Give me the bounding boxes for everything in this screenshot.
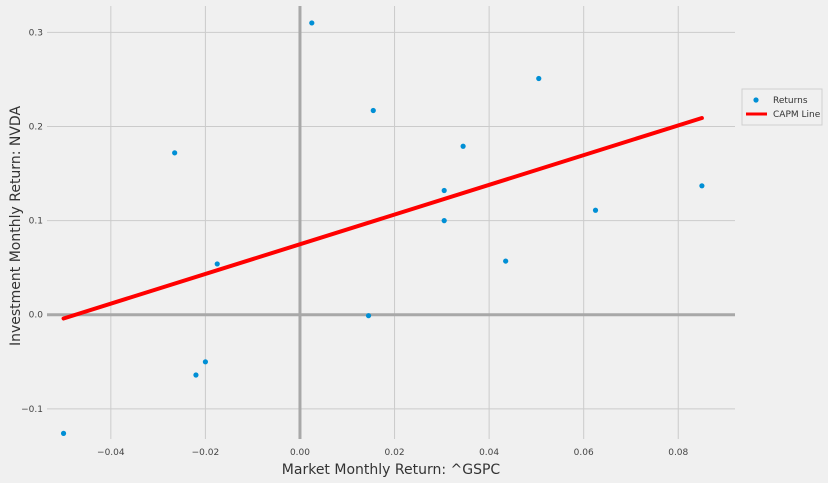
scatter-point: [699, 183, 705, 189]
scatter-point: [365, 313, 372, 319]
capm-line: [61, 116, 704, 321]
x-axis-label: Market Monthly Return: ^GSPC: [282, 462, 501, 478]
y-axis-label: Investment Monthly Return: NVDA: [8, 106, 24, 346]
legend-marker-returns: [753, 97, 759, 103]
legend-box: [741, 88, 823, 126]
legend: Returns CAPM Line: [741, 88, 823, 126]
y-tick-label: 0.3: [29, 28, 43, 38]
legend-label-capm-line: CAPM Line: [773, 110, 821, 120]
scatter-point: [592, 207, 599, 213]
scatter-point: [460, 143, 466, 149]
scatter-point: [441, 187, 447, 194]
x-tick-label: −0.04: [97, 448, 125, 458]
legend-label-returns: Returns: [773, 96, 808, 106]
y-tick-label: 0.0: [29, 311, 44, 321]
x-tick-labels: −0.04 −0.02 0.00 0.02 0.04 0.06 0.08: [97, 448, 689, 458]
scatter-point: [536, 75, 542, 82]
scatter-point: [503, 258, 509, 264]
scatter-point: [309, 20, 315, 26]
scatter-point: [202, 359, 209, 365]
scatter-point: [441, 218, 447, 224]
x-tick-label: 0.08: [668, 448, 688, 458]
x-tick-label: −0.02: [192, 448, 220, 458]
x-tick-label: 0.00: [290, 448, 310, 458]
x-tick-label: 0.02: [385, 448, 405, 458]
y-tick-label: 0.2: [29, 122, 43, 132]
y-tick-labels: −0.1 0.0 0.1 0.2 0.3: [21, 28, 43, 415]
scatter-point: [214, 261, 220, 267]
scatter-point: [60, 430, 67, 436]
scatter-point: [370, 107, 376, 114]
y-tick-label: −0.1: [21, 405, 43, 415]
x-tick-label: 0.06: [574, 448, 594, 458]
scatter-point: [193, 372, 199, 378]
zero-lines: [47, 6, 735, 439]
plot-marks: [60, 20, 705, 436]
x-tick-label: 0.04: [479, 448, 499, 458]
scatter-point: [172, 150, 178, 156]
y-tick-label: 0.1: [29, 217, 43, 227]
